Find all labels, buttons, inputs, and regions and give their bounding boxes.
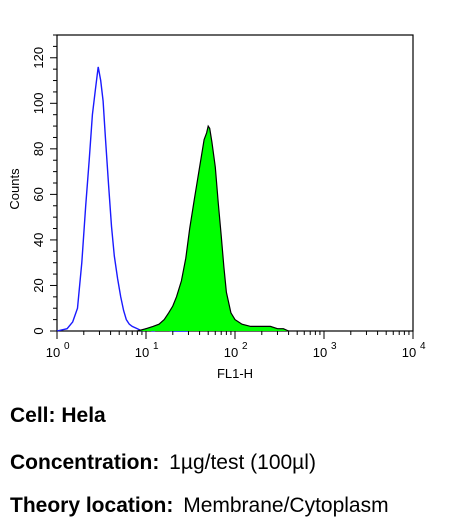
cell-info: Cell: Hela	[10, 403, 106, 429]
cell-value: Hela	[61, 404, 106, 427]
x-axis-label: FL1-H	[217, 366, 253, 381]
flow-histogram-chart: 10 0 10 1 10 2 10 3 10 4 0 20 40 60 80 100 120 FL1-H Cou…	[7, 34, 426, 381]
x-tick-label: 10	[46, 345, 60, 360]
y-tick-label: 20	[31, 278, 46, 292]
histogram-line-0	[56, 66, 189, 332]
location-value: Membrane/Cytoplasm	[183, 494, 389, 517]
y-tick-label: 40	[31, 233, 46, 247]
location-info: Theory location: Membrane/Cytoplasm	[10, 493, 389, 519]
x-tick-label: 10	[224, 345, 238, 360]
x-tick-label: 10	[402, 345, 416, 360]
plot-frame	[56, 34, 414, 332]
y-tick-label: 120	[31, 47, 46, 69]
y-tick-label: 60	[31, 187, 46, 201]
location-label: Theory location:	[10, 494, 174, 517]
cell-label: Cell:	[10, 404, 56, 427]
concentration-label: Concentration:	[10, 451, 160, 474]
histogram-outline-1	[137, 124, 289, 332]
x-tick-label: 10	[135, 345, 149, 360]
x-tick-exponent: 1	[153, 341, 159, 352]
series-layer	[56, 66, 289, 332]
y-axis-label: Counts	[7, 168, 22, 210]
x-tick-exponent: 2	[242, 341, 248, 352]
y-tick-label: 100	[31, 92, 46, 114]
x-tick-exponent: 3	[331, 341, 337, 352]
x-tick-exponent: 4	[420, 341, 426, 352]
histogram-fill-1	[137, 126, 289, 331]
x-tick-label: 10	[313, 345, 327, 360]
x-tick-exponent: 0	[64, 341, 70, 352]
concentration-info: Concentration: 1µg/test (100µl)	[10, 450, 316, 476]
y-tick-label: 80	[31, 142, 46, 156]
concentration-value: 1µg/test (100µl)	[169, 451, 316, 474]
y-tick-label: 0	[31, 327, 46, 334]
